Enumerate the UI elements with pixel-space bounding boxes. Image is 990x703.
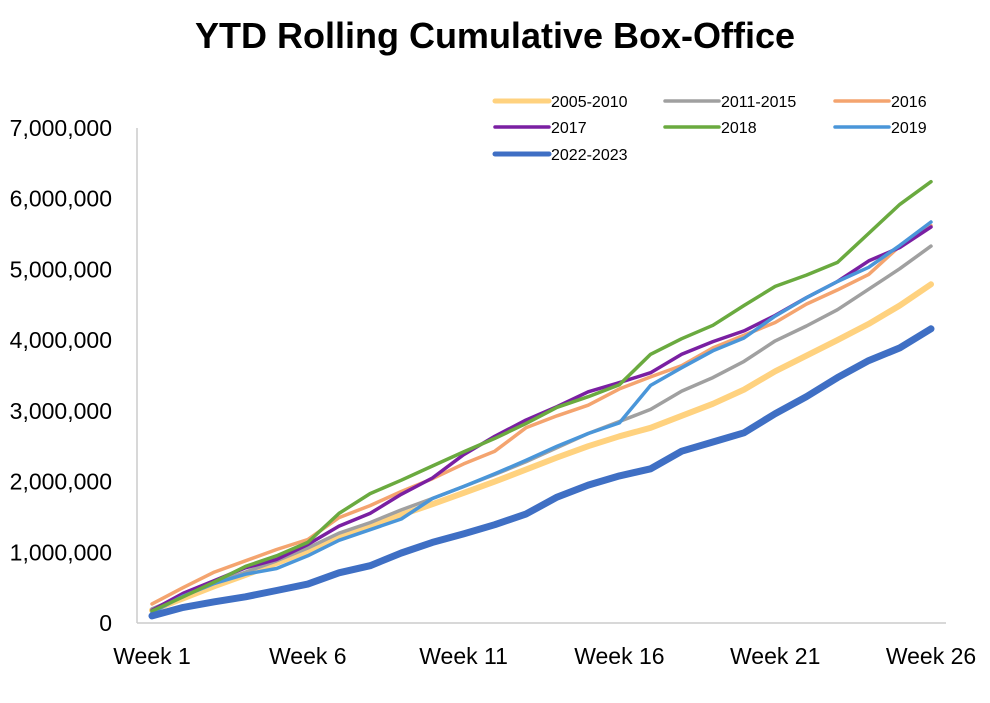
y-tick-label: 2,000,000 [10,469,112,495]
legend-label: 2019 [891,120,927,137]
y-tick-label: 1,000,000 [10,539,112,565]
y-tick-label: 6,000,000 [10,186,112,212]
axes [136,128,946,624]
legend-label: 2017 [551,120,587,137]
legend-label: 2016 [891,94,927,111]
y-tick-label: 0 [99,610,112,636]
x-tick-label: Week 6 [269,643,347,669]
series-lines [148,179,935,620]
series-line-2019 [150,220,933,615]
x-tick-label: Week 16 [574,643,664,669]
chart-title: YTD Rolling Cumulative Box-Office [195,15,795,56]
series-line-2005-2010 [149,281,934,614]
legend-label: 2022-2023 [551,147,628,164]
x-axis-ticks: Week 1 Week 6 Week 11 Week 16 Week 21 Week 26 [113,643,976,669]
legend: 2005-2010 2011-2015 2016 2017 2018 2019 2022-2… [492,94,927,164]
y-tick-label: 7,000,000 [10,115,112,141]
legend-label: 2011-2015 [721,94,796,111]
legend-label: 2005-2010 [551,94,628,111]
series-line-2018 [150,179,933,613]
legend-label: 2018 [721,120,757,137]
series-line-2016 [150,223,933,606]
y-tick-label: 3,000,000 [10,398,112,424]
y-tick-label: 4,000,000 [10,327,112,353]
y-tick-label: 5,000,000 [10,256,112,282]
series-line-2022-2023 [148,325,935,620]
x-tick-label: Week 1 [113,643,191,669]
x-tick-label: Week 26 [886,643,976,669]
x-tick-label: Week 11 [419,643,508,669]
x-tick-label: Week 21 [730,643,820,669]
y-axis-ticks: 0 1,000,000 2,000,000 3,000,000 4,000,000 5,0… [10,115,112,636]
